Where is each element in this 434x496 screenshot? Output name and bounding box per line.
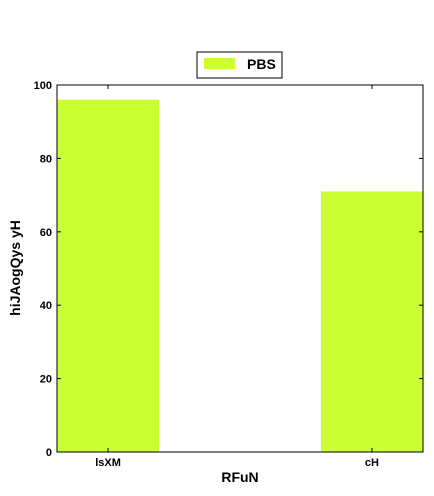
x-axis-title: RFuN [221, 469, 258, 485]
legend: PBS [196, 51, 283, 79]
y-tick-label: 100 [34, 80, 52, 92]
bars-group [57, 99, 423, 453]
y-tick-label: 20 [40, 374, 52, 386]
y-tick-label: 40 [40, 300, 52, 312]
y-axis-title: hiJAogQys yH [7, 220, 23, 316]
x-tick-label: lsXM [95, 457, 121, 469]
legend-swatch-pbs [204, 58, 235, 69]
plot-frame [56, 84, 424, 453]
legend-label-pbs: PBS [247, 56, 276, 72]
y-tick-label: 80 [40, 153, 52, 165]
y-tick-label: 0 [46, 447, 52, 459]
bar-lsxm [57, 99, 160, 453]
x-tick-label: cH [365, 457, 379, 469]
x-axis: lsXM cH [95, 85, 379, 469]
y-axis: 0 20 40 60 80 100 [34, 80, 423, 459]
y-tick-label: 60 [40, 227, 52, 239]
bar-ch [320, 191, 423, 452]
